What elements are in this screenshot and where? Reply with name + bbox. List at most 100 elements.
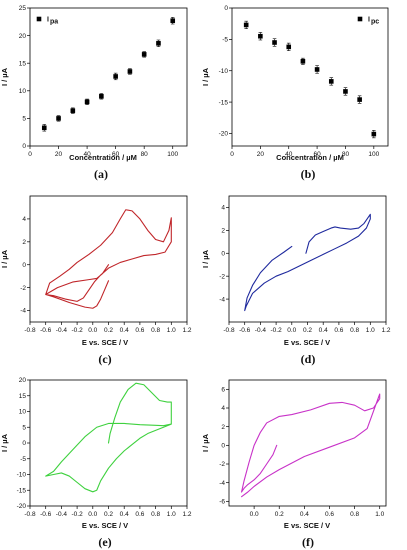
- x-tick-label: 0.6: [135, 327, 144, 334]
- x-tick-label: 0.8: [350, 327, 359, 334]
- y-tick-label: -2: [219, 461, 225, 468]
- y-tick-label: 25: [19, 5, 27, 12]
- legend-subscript: pc: [371, 19, 379, 26]
- data-point: [272, 40, 277, 45]
- x-tick-label: 80: [342, 151, 350, 158]
- y-tick-label: -20: [17, 503, 27, 510]
- x-tick-label: 0.8: [151, 327, 160, 334]
- y-tick-label: 2: [22, 239, 26, 246]
- y-tick-label: 4: [221, 405, 225, 412]
- x-tick-label: 0.8: [350, 511, 359, 518]
- x-tick-label: 0.0: [88, 327, 97, 334]
- y-tick-label: -5: [222, 37, 228, 44]
- y-tick-label: 4: [221, 205, 225, 212]
- x-tick-label: -0.4: [56, 511, 68, 518]
- y-tick-label: 2: [221, 424, 225, 431]
- panel-b: 0 20 40 60 80 100 0 -5 -10 -15 -20 Concentration / …: [201, 5, 389, 181]
- y-tick-label: 5: [22, 424, 26, 431]
- x-tick-label: 1.0: [375, 511, 384, 518]
- plot-frame: [228, 195, 387, 323]
- x-tick-label: 0: [28, 151, 32, 158]
- x-tick-label: 100: [167, 151, 178, 158]
- y-tick-label: -5: [20, 456, 26, 463]
- x-tick-label: 0: [230, 151, 234, 158]
- data-point: [84, 99, 90, 105]
- cv-curve: [241, 393, 381, 498]
- y-tick-label: -6: [219, 499, 225, 506]
- y-tick-label: 0: [224, 5, 228, 12]
- x-tick-label: 0.6: [135, 511, 144, 518]
- y-axis-label: I / µA: [201, 433, 210, 452]
- x-axis-label: E vs. SCE / V: [284, 338, 330, 347]
- x-tick-label: 0.4: [300, 511, 309, 518]
- data-point: [156, 41, 161, 46]
- x-tick-label: 1.2: [182, 511, 191, 518]
- legend-marker: [36, 16, 42, 22]
- x-axis-label: E vs. SCE / V: [82, 338, 128, 347]
- data-point: [243, 22, 249, 28]
- panel-label: (b): [301, 167, 316, 181]
- y-axis-label: I / µA: [201, 249, 210, 268]
- data-point: [328, 79, 334, 84]
- y-axis-label: I / µA: [0, 67, 9, 86]
- x-axis-label: E vs. SCE / V: [284, 521, 330, 530]
- y-tick-label: 20: [19, 33, 27, 40]
- y-tick-label: -2: [20, 285, 26, 292]
- legend-label: I: [47, 17, 49, 24]
- x-tick-label: 0.2: [104, 327, 113, 334]
- data-point: [113, 74, 118, 79]
- legend-marker: [357, 16, 363, 22]
- x-tick-label: -0.8: [24, 327, 36, 334]
- x-tick-label: 0.2: [275, 511, 284, 518]
- data-point: [127, 69, 133, 74]
- y-tick-label: 15: [19, 393, 27, 400]
- x-tick-label: 1.2: [182, 327, 191, 334]
- y-tick-label: -4: [20, 308, 26, 315]
- data-point: [371, 131, 377, 137]
- y-tick-label: -15: [219, 99, 229, 106]
- x-axis-label: Concentration / µM: [69, 153, 137, 162]
- plot-frame: [231, 7, 389, 147]
- panel-label: (d): [301, 352, 316, 366]
- y-tick-label: 15: [19, 60, 27, 67]
- y-tick-label: 6: [221, 387, 225, 394]
- panel-a: 0 20 40 60 80 100 0 5 10 15 20 25 Concentration / µM…: [0, 5, 188, 181]
- cv-curve: [45, 209, 172, 309]
- x-tick-label: 80: [141, 151, 149, 158]
- x-tick-label: -0.4: [255, 327, 267, 334]
- x-tick-label: -0.2: [71, 327, 83, 334]
- y-tick-label: 4: [22, 216, 26, 223]
- x-tick-label: -0.2: [71, 511, 83, 518]
- plot-frame: [29, 195, 188, 323]
- x-tick-label: 1.0: [167, 511, 176, 518]
- data-point: [41, 125, 47, 131]
- x-tick-label: -0.4: [56, 327, 68, 334]
- y-axis-label: I / µA: [0, 249, 9, 268]
- plot-frame: [29, 7, 188, 147]
- y-axis-label: I / µA: [201, 67, 210, 86]
- y-tick-label: 10: [19, 409, 27, 416]
- panel-d: -0.8 -0.6 -0.4 -0.2 0.0 0.2 0.4 0.6 0.8 1.0 1.2 -4 -…: [201, 195, 391, 366]
- x-tick-label: 0.6: [325, 511, 334, 518]
- plot-frame: [228, 379, 387, 507]
- x-tick-label: 100: [368, 151, 379, 158]
- x-tick-label: 40: [285, 151, 293, 158]
- data-point: [170, 18, 176, 23]
- cv-curve: [244, 213, 371, 312]
- y-tick-label: 0: [22, 143, 26, 150]
- legend-label: I: [368, 17, 370, 24]
- x-tick-label: 0.6: [334, 327, 343, 334]
- data-point: [314, 67, 320, 72]
- data-point: [357, 97, 362, 102]
- y-tick-label: -10: [219, 68, 229, 75]
- x-tick-label: 0.4: [120, 327, 129, 334]
- x-tick-label: 0.0: [88, 511, 97, 518]
- x-tick-label: -0.8: [223, 327, 235, 334]
- data-point: [141, 52, 147, 57]
- y-tick-label: 0: [221, 250, 225, 257]
- legend-subscript: pa: [50, 19, 58, 26]
- x-axis-label: E vs. SCE / V: [82, 521, 128, 530]
- y-tick-label: -2: [219, 273, 225, 280]
